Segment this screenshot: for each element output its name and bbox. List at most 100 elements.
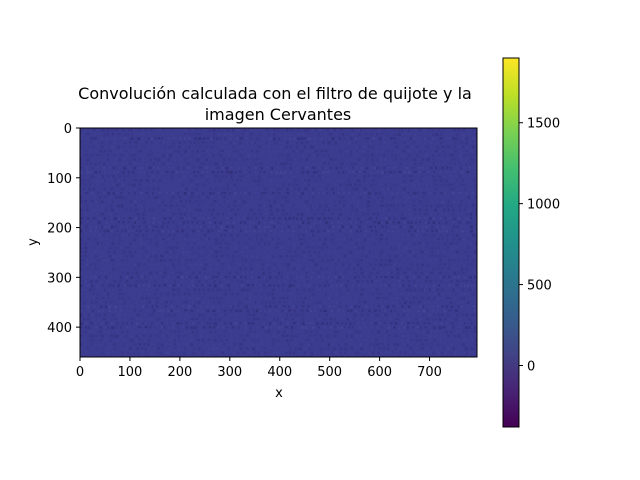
heatmap-streak — [275, 288, 277, 291]
heatmap-streak — [455, 284, 459, 287]
heatmap-streak — [410, 263, 413, 267]
heatmap-streak — [214, 355, 217, 357]
heatmap-streak — [116, 154, 119, 157]
heatmap-streak — [461, 339, 465, 342]
heatmap-streak — [278, 271, 281, 275]
heatmap-streak — [197, 196, 200, 199]
heatmap-streak — [221, 129, 223, 131]
heatmap-streak — [300, 271, 302, 274]
heatmap-streak — [255, 234, 259, 237]
heatmap-streak — [453, 297, 457, 300]
heatmap-streak — [458, 292, 461, 295]
heatmap-streak — [282, 339, 285, 342]
heatmap-streak — [264, 234, 268, 237]
heatmap-streak — [436, 234, 438, 237]
heatmap-streak — [259, 162, 262, 165]
heatmap-streak — [373, 129, 376, 131]
heatmap-streak — [384, 217, 389, 220]
heatmap-streak — [381, 313, 384, 316]
heatmap-streak — [314, 183, 318, 186]
heatmap-streak — [193, 162, 197, 166]
heatmap-streak — [100, 263, 103, 267]
heatmap-streak — [448, 263, 450, 266]
heatmap-streak — [152, 343, 156, 346]
heatmap-streak — [94, 255, 98, 258]
heatmap-streak — [351, 204, 354, 208]
heatmap-streak — [388, 313, 391, 317]
heatmap-streak — [245, 137, 248, 140]
heatmap-streak — [460, 229, 464, 233]
heatmap-streak — [135, 339, 138, 342]
heatmap-streak — [173, 339, 176, 342]
heatmap-streak — [138, 145, 140, 148]
heatmap-streak — [91, 301, 94, 304]
heatmap-streak — [155, 141, 157, 145]
heatmap-streak — [123, 339, 125, 342]
heatmap-streak — [195, 187, 198, 191]
heatmap-streak — [256, 263, 259, 267]
heatmap-streak — [263, 276, 266, 279]
heatmap-streak — [313, 137, 316, 140]
heatmap-streak — [163, 179, 167, 183]
heatmap-streak — [337, 309, 341, 312]
heatmap-streak — [468, 133, 472, 136]
heatmap-streak — [176, 166, 179, 170]
heatmap-streak — [410, 145, 413, 149]
heatmap-streak — [455, 183, 458, 186]
heatmap-streak — [142, 234, 144, 237]
heatmap-streak — [240, 196, 242, 199]
heatmap-streak — [131, 259, 133, 262]
heatmap-streak — [291, 305, 295, 308]
heatmap-streak — [94, 355, 98, 357]
heatmap-streak — [317, 187, 319, 191]
heatmap-streak — [473, 141, 477, 145]
heatmap-streak — [181, 267, 184, 270]
heatmap-streak — [328, 208, 330, 212]
heatmap-streak — [278, 217, 282, 220]
heatmap-streak — [272, 217, 275, 220]
heatmap-streak — [400, 158, 403, 161]
heatmap-streak — [138, 171, 141, 174]
heatmap-streak — [263, 246, 267, 249]
heatmap-streak — [289, 246, 292, 249]
heatmap-streak — [332, 267, 336, 270]
heatmap-streak — [341, 267, 343, 270]
heatmap-streak — [159, 242, 163, 245]
heatmap-streak — [85, 192, 88, 194]
heatmap-streak — [398, 309, 400, 312]
heatmap-streak — [159, 301, 162, 304]
heatmap-streak — [106, 259, 110, 262]
heatmap-streak — [305, 267, 309, 270]
heatmap-streak — [228, 276, 230, 279]
heatmap-streak — [417, 276, 420, 279]
heatmap-streak — [332, 347, 336, 351]
heatmap-streak — [411, 334, 414, 337]
heatmap-streak — [230, 250, 232, 254]
heatmap-streak — [305, 229, 307, 233]
heatmap-streak — [321, 175, 324, 179]
heatmap-streak — [348, 171, 351, 173]
heatmap-streak — [432, 326, 436, 330]
heatmap-streak — [300, 150, 303, 153]
heatmap-streak — [401, 183, 404, 187]
heatmap-streak — [310, 343, 313, 346]
heatmap-streak — [208, 267, 211, 271]
heatmap-streak — [238, 242, 240, 245]
heatmap-streak — [309, 225, 313, 229]
heatmap-streak — [277, 259, 279, 262]
heatmap-streak — [106, 280, 109, 283]
heatmap-streak — [198, 288, 201, 292]
heatmap-streak — [383, 129, 385, 132]
heatmap-streak — [333, 305, 336, 308]
heatmap-streak — [429, 217, 433, 220]
heatmap-streak — [146, 171, 148, 174]
heatmap-streak — [156, 339, 159, 342]
heatmap-streak — [285, 351, 288, 355]
heatmap-streak — [154, 292, 157, 295]
heatmap-streak — [389, 145, 391, 148]
heatmap-streak — [425, 208, 428, 212]
heatmap-streak — [151, 145, 153, 148]
heatmap-streak — [316, 267, 320, 270]
heatmap-streak — [327, 259, 330, 262]
heatmap-streak — [466, 171, 470, 174]
